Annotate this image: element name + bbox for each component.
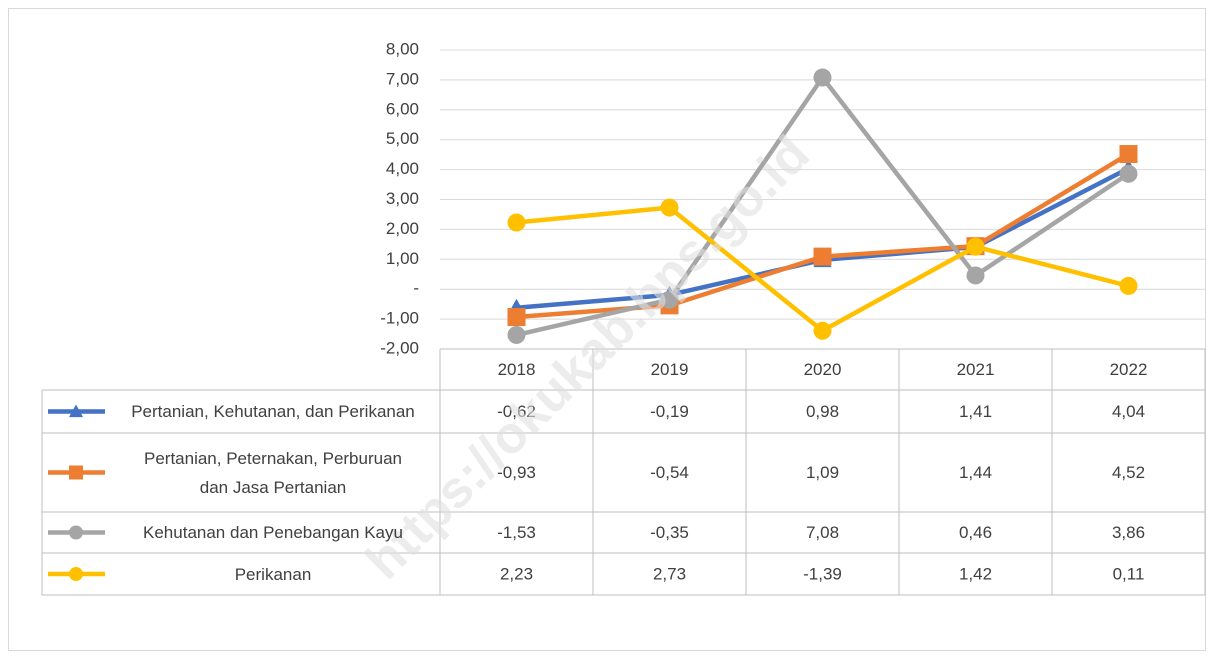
table-value: -0,62: [497, 402, 536, 421]
table-value: 0,98: [806, 402, 839, 421]
marker: [660, 198, 679, 217]
data-table: [41, 348, 1206, 596]
table-value: -0,93: [497, 463, 536, 482]
marker: [507, 308, 526, 327]
marker: [813, 321, 832, 340]
y-tick-label: 8,00: [386, 39, 419, 58]
table-value: 2,73: [653, 564, 686, 583]
table-value: 0,11: [1113, 564, 1145, 583]
table-value: 2,23: [500, 564, 533, 583]
marker: [1119, 145, 1138, 164]
table-value: -0,35: [650, 523, 689, 542]
y-tick-label: 2,00: [386, 219, 419, 238]
x-tick-label: 2021: [957, 360, 995, 379]
marker: [69, 404, 83, 418]
legend-label: Kehutanan dan Penebangan Kayu: [143, 523, 403, 542]
series: [48, 68, 1138, 540]
marker: [813, 247, 832, 266]
table-value: -0,54: [650, 463, 689, 482]
y-tick-label: 1,00: [386, 249, 419, 268]
y-tick-label: -: [413, 279, 419, 298]
marker: [507, 325, 526, 344]
y-tick-label: -2,00: [380, 338, 419, 357]
y-tick-label: -1,00: [380, 309, 419, 328]
table-value: -1,53: [497, 523, 536, 542]
marker: [69, 525, 83, 540]
y-tick-label: 3,00: [386, 189, 419, 208]
legend-label: Perikanan: [234, 564, 312, 584]
legend-label: Pertanian, Peternakan, Perburuan dan Jas…: [143, 448, 402, 497]
chart-border: [8, 8, 1206, 651]
series: [48, 198, 1138, 581]
marker: [1119, 276, 1138, 295]
y-tick-label: 7,00: [386, 69, 419, 88]
marker: [813, 68, 832, 87]
table-value: 4,04: [1112, 402, 1145, 421]
marker: [660, 290, 679, 309]
y-tick-label: 5,00: [386, 129, 419, 148]
table-value: 0,46: [959, 523, 992, 542]
table-value: 1,44: [959, 463, 992, 482]
marker: [966, 237, 985, 256]
y-tick-label: 4,00: [386, 159, 419, 178]
x-tick-label: 2019: [651, 360, 689, 379]
marker: [69, 567, 83, 581]
y-tick-label: 6,00: [386, 99, 419, 118]
table-value: -1,39: [803, 564, 842, 583]
table-value: 1,42: [959, 564, 992, 583]
table-value: 3,86: [1112, 523, 1145, 542]
table-value: 1,41: [959, 402, 992, 421]
table-value: 7,08: [806, 523, 839, 542]
x-tick-label: 2022: [1110, 360, 1148, 379]
marker: [1119, 164, 1138, 183]
table-value: 1,09: [806, 463, 839, 482]
table-value: -0,19: [650, 402, 689, 421]
marker: [966, 266, 985, 285]
x-tick-label: 2018: [498, 360, 536, 379]
marker: [69, 465, 83, 480]
legend-label: Pertanian, Kehutanan, dan Perikanan: [131, 402, 415, 421]
table-value: 4,52: [1112, 463, 1145, 482]
marker: [507, 213, 526, 232]
x-tick-label: 2020: [804, 360, 842, 379]
